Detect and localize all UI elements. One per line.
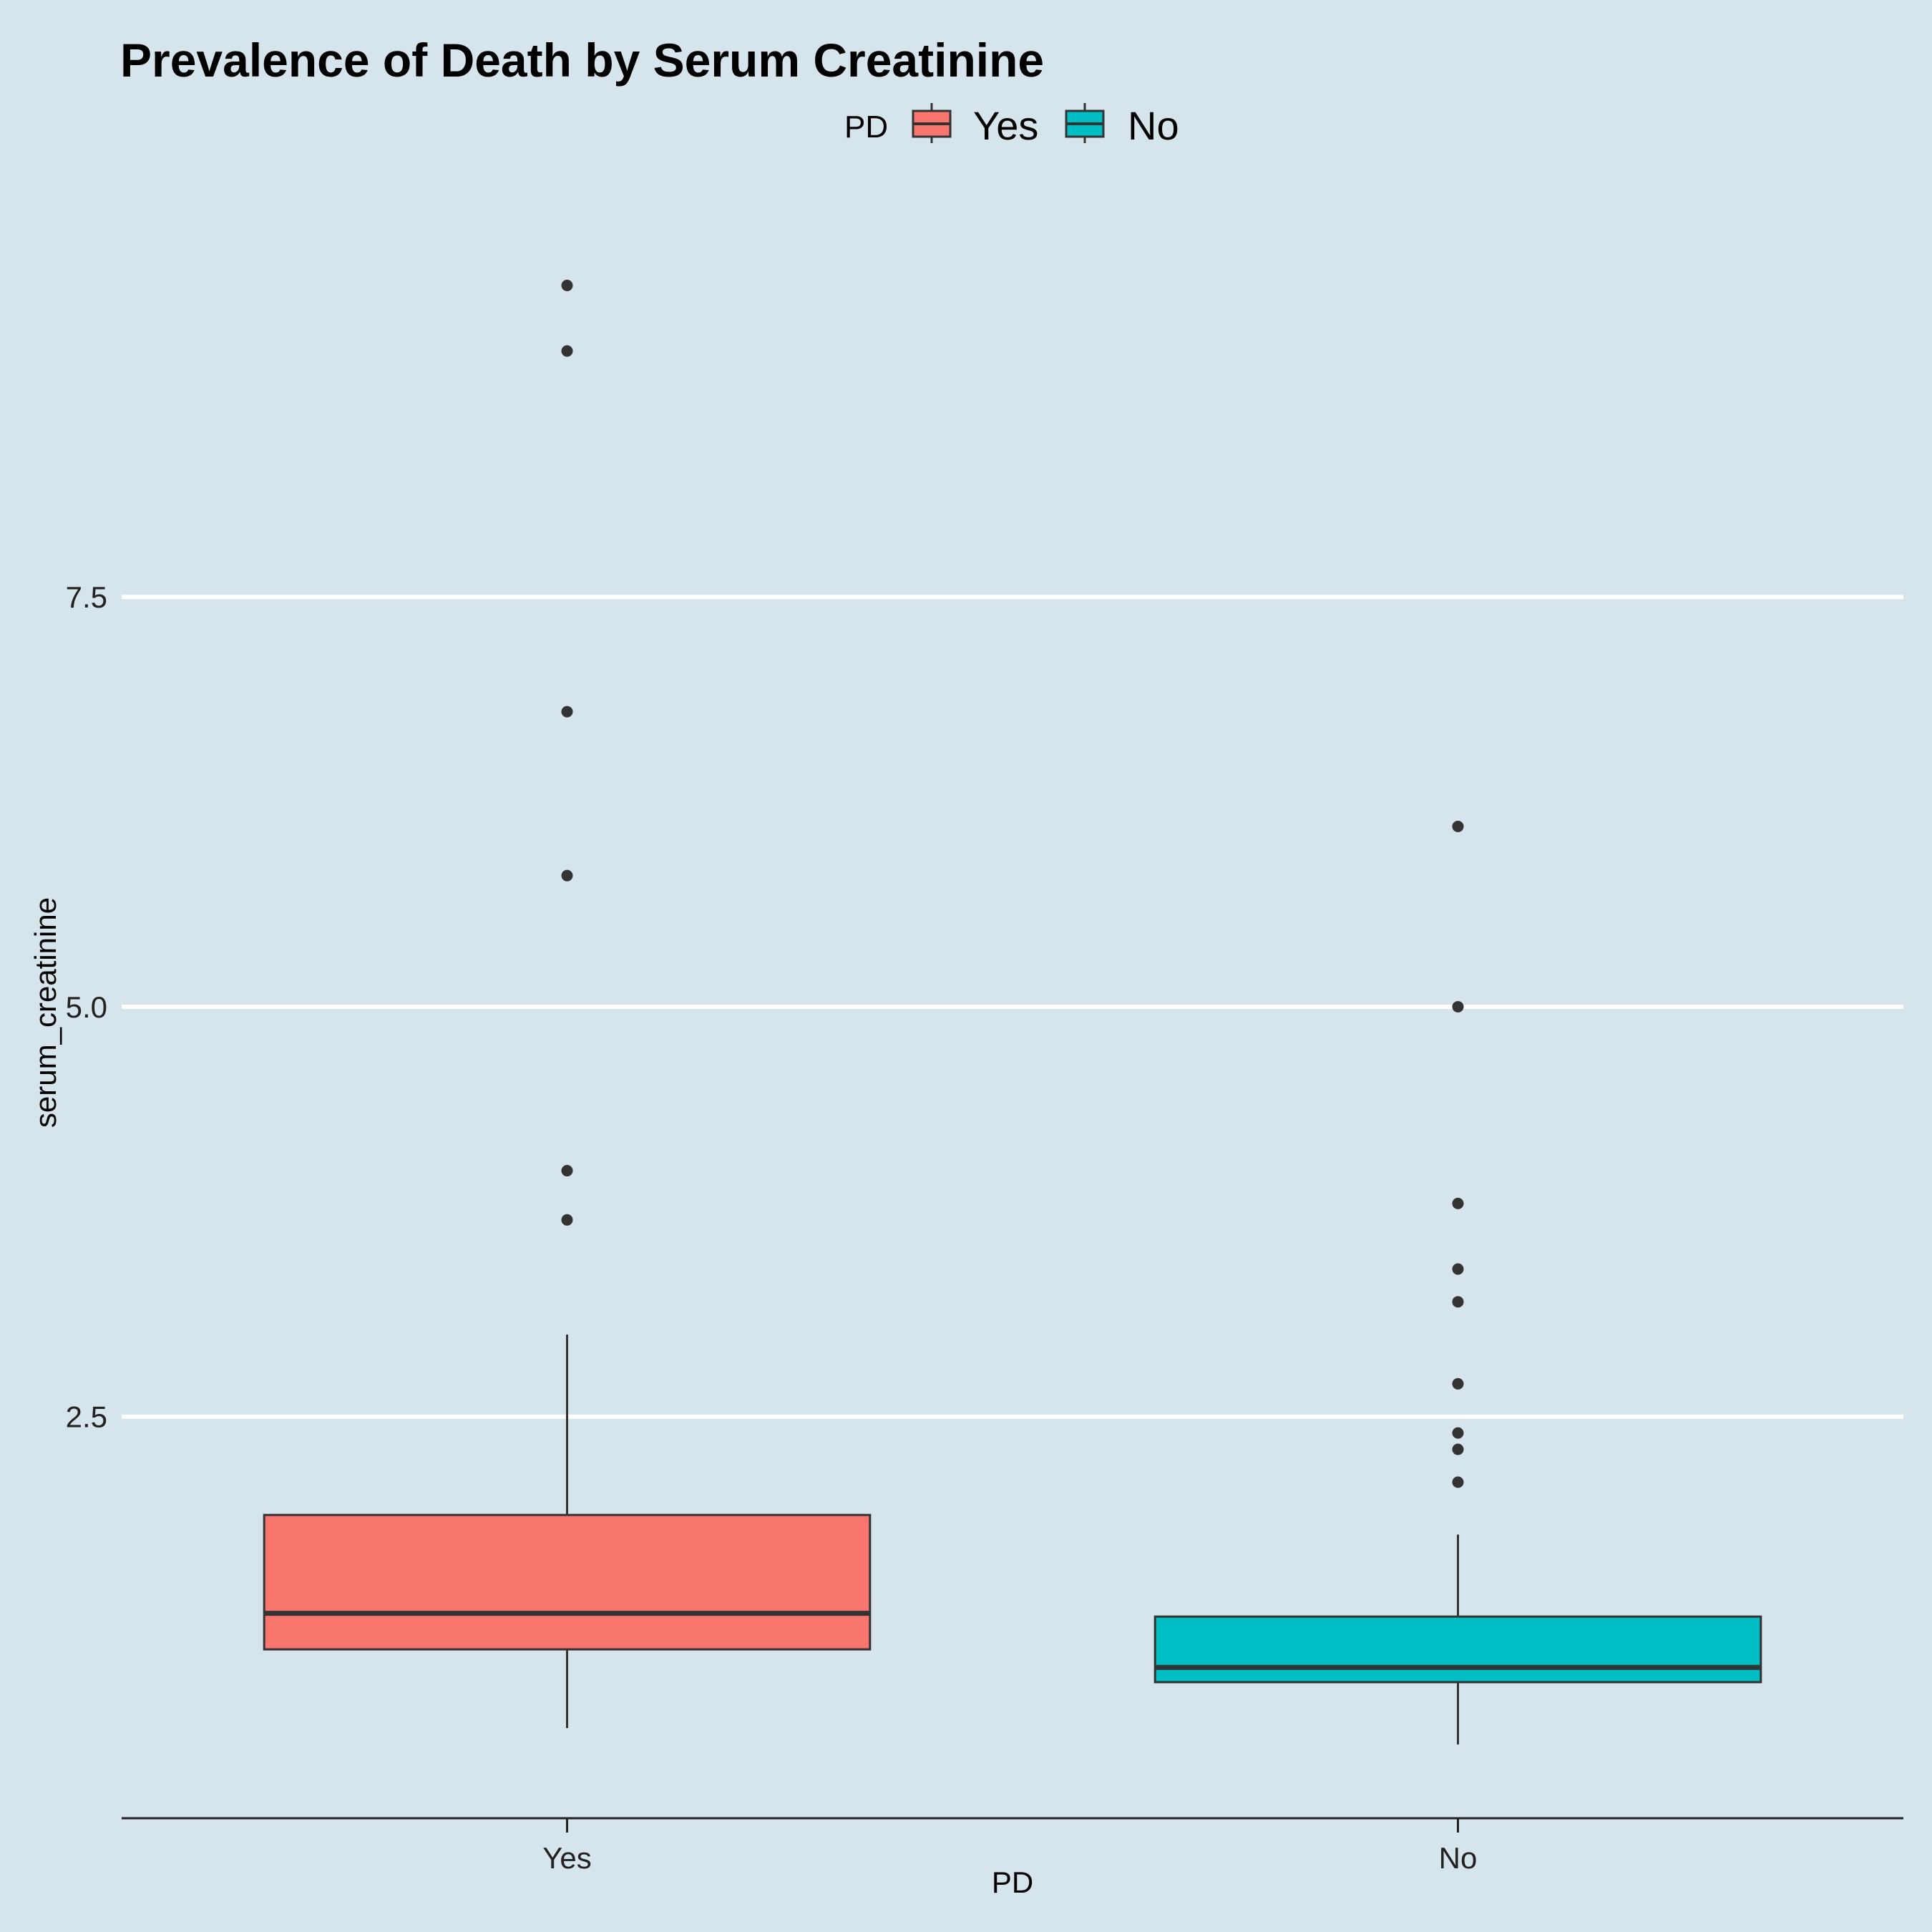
outlier-point (1452, 1296, 1464, 1308)
legend-key-yes (912, 103, 952, 143)
legend-label-no: No (1128, 103, 1179, 148)
x-axis-ticks: Yes No (542, 1818, 1477, 1875)
x-tick-label: Yes (542, 1841, 592, 1875)
x-axis-label: PD (992, 1865, 1033, 1899)
y-tick-label: 5.0 (66, 990, 107, 1024)
y-axis-ticks: 2.5 5.0 7.5 (66, 580, 107, 1434)
outlier-point (561, 279, 573, 291)
outlier-point (561, 345, 573, 357)
legend: PD Yes No (844, 103, 1179, 148)
y-axis-label: serum_creatinine (29, 897, 62, 1128)
box-iqr (1153, 1615, 1762, 1684)
outlier-point (1452, 1263, 1464, 1275)
outlier-point (561, 1214, 573, 1226)
chart-title: Prevalence of Death by Serum Creatinine (120, 34, 1044, 87)
legend-title: PD (844, 109, 888, 145)
outlier-point (1452, 1000, 1464, 1013)
outlier-point (1452, 1476, 1464, 1488)
gridlines (122, 595, 1903, 1419)
box-yes (263, 279, 872, 1728)
legend-key-no (1065, 103, 1105, 143)
outlier-point (561, 869, 573, 882)
legend-label-yes: Yes (973, 103, 1038, 148)
outlier-point (1452, 1427, 1464, 1439)
outlier-point (1452, 1377, 1464, 1390)
outlier-point (561, 1165, 573, 1177)
y-tick-label: 2.5 (66, 1400, 107, 1434)
x-tick-label: No (1439, 1841, 1478, 1875)
boxes (263, 279, 1762, 1745)
box-iqr (263, 1513, 872, 1651)
outlier-point (1452, 1197, 1464, 1209)
outlier-point (561, 706, 573, 718)
outlier-point (1452, 1443, 1464, 1455)
box-no (1153, 820, 1762, 1745)
outlier-point (1452, 820, 1464, 832)
y-tick-label: 7.5 (66, 580, 107, 614)
